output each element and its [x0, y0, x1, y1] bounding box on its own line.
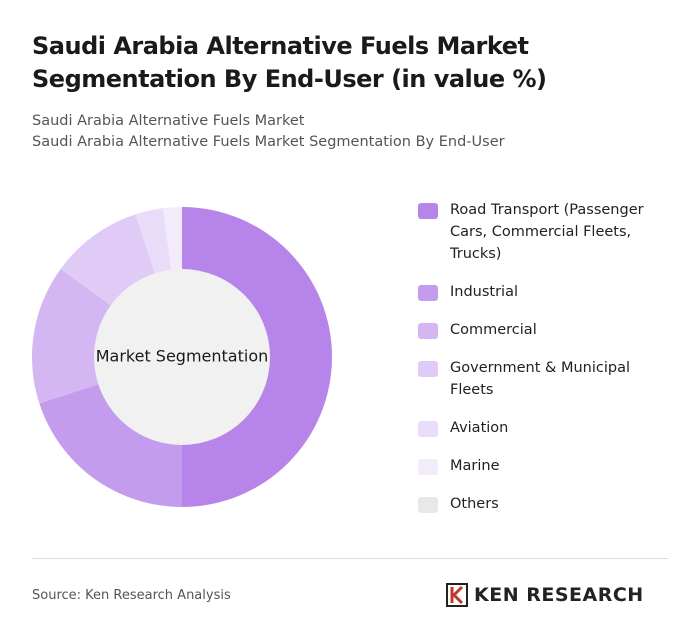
- legend-item: Road Transport (Passenger Cars, Commerci…: [418, 199, 658, 265]
- legend-swatch: [418, 285, 438, 301]
- legend-item: Aviation: [418, 417, 658, 439]
- source: Source: Ken Research Analysis: [32, 588, 231, 603]
- logo-icon: [446, 583, 468, 607]
- chart-title: Saudi Arabia Alternative Fuels Market Se…: [32, 32, 547, 93]
- legend-swatch: [418, 421, 438, 437]
- legend-item: Commercial: [418, 319, 658, 341]
- legend-item: Government & Municipal Fleets: [418, 357, 658, 401]
- logo: KEN RESEARCH: [446, 583, 644, 607]
- legend-swatch: [418, 361, 438, 377]
- donut-hole: [94, 269, 270, 445]
- logo-text: KEN RESEARCH: [474, 584, 644, 606]
- subtitle: Saudi Arabia Alternative Fuels Market: [32, 113, 305, 129]
- legend: Road Transport (Passenger Cars, Commerci…: [418, 199, 658, 531]
- legend-swatch: [418, 459, 438, 475]
- donut-chart: Market Segmentation: [32, 207, 332, 507]
- legend-item: Marine: [418, 455, 658, 477]
- legend-label: Government & Municipal Fleets: [450, 360, 630, 398]
- legend-label: Road Transport (Passenger Cars, Commerci…: [450, 202, 644, 262]
- legend-label: Industrial: [450, 284, 519, 300]
- center-label: Market Segmentation: [96, 347, 269, 366]
- legend-item: Industrial: [418, 281, 658, 303]
- separator: [32, 558, 668, 559]
- legend-label: Marine: [450, 458, 500, 474]
- legend-label: Aviation: [450, 420, 509, 436]
- legend-swatch: [418, 323, 438, 339]
- legend-label: Others: [450, 496, 499, 512]
- subtitle: Saudi Arabia Alternative Fuels Market Se…: [32, 134, 505, 150]
- legend-label: Commercial: [450, 322, 537, 338]
- legend-swatch: [418, 203, 438, 219]
- legend-swatch: [418, 497, 438, 513]
- legend-item: Others: [418, 493, 658, 515]
